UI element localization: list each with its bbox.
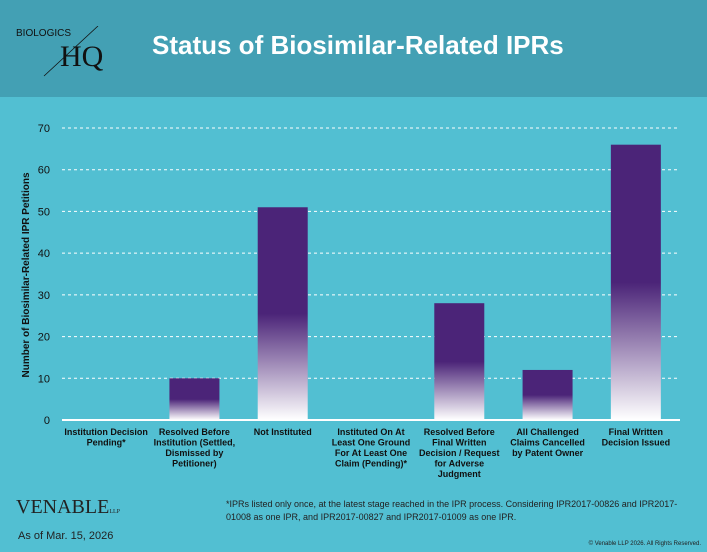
bar (434, 303, 485, 420)
x-tick-label: All Challenged Claims Cancelled by Patent … (510, 427, 585, 458)
x-tick-label: Instituted On At Least One Ground For At L… (332, 427, 411, 469)
y-axis-label: Number of Biosimilar-Related IPR Petitio… (21, 172, 32, 377)
x-tick-label: Final Written Decision Issued (602, 427, 671, 448)
biologics-hq-logo: BIOLOGICS HQ (16, 26, 126, 78)
bar (522, 369, 573, 420)
x-tick-label: Institution Decision Pending* (64, 427, 148, 448)
page-title: Status of Biosimilar-Related IPRs (152, 30, 564, 60)
bar (169, 378, 220, 420)
y-tick-label: 10 (38, 373, 50, 385)
footnote: *IPRs listed only once, at the latest st… (226, 499, 678, 522)
bar (257, 207, 308, 420)
y-tick-label: 30 (38, 290, 50, 302)
venable-logo: VENABLELLP (16, 496, 120, 518)
y-tick-label: 0 (44, 415, 50, 427)
y-tick-label: 70 (38, 123, 50, 135)
bar (610, 144, 661, 420)
logo-top: BIOLOGICS (16, 28, 72, 39)
x-tick-label: Not Instituted (254, 427, 312, 437)
copyright: © Venable LLP 2026. All Rights Reserved. (588, 541, 701, 547)
y-tick-label: 50 (38, 206, 50, 218)
x-tick-label: Resolved Before Institution (Settled, Dism… (154, 427, 236, 469)
y-tick-label: 20 (38, 332, 50, 344)
y-tick-label: 60 (38, 165, 50, 177)
logo-main: HQ (60, 40, 104, 73)
y-tick-label: 40 (38, 248, 50, 260)
x-tick-label: Resolved Before Final Written Decision / R… (419, 427, 500, 479)
header-band (0, 0, 707, 97)
as-of-date: As of Mar. 15, 2026 (18, 530, 114, 542)
